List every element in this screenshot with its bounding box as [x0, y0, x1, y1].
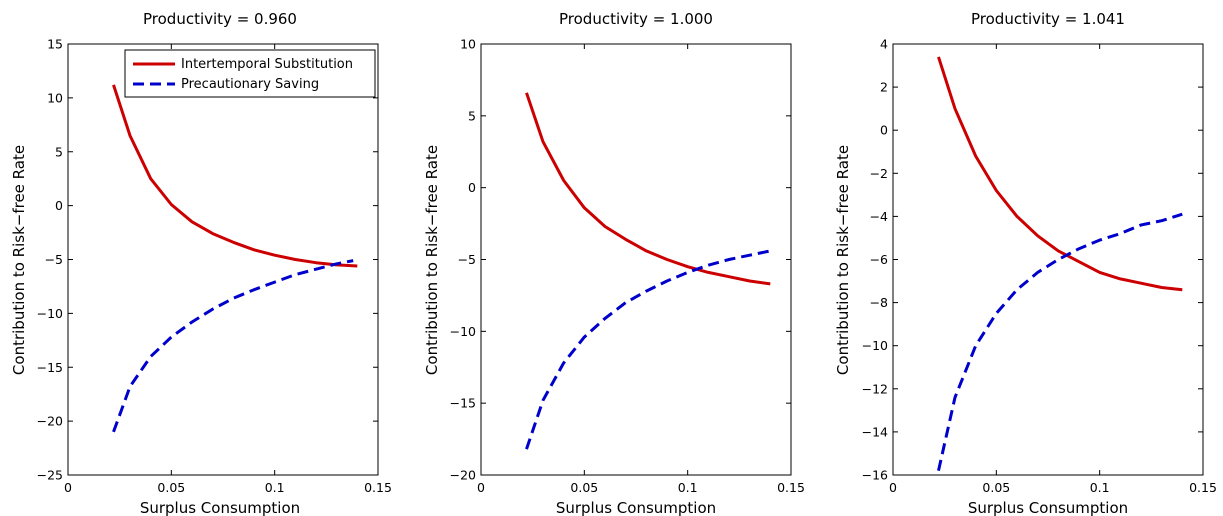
legend-label-intertemporal: Intertemporal Substitution	[181, 57, 353, 72]
y-tick-label: −10	[37, 306, 63, 321]
panel-2-series-precautionary-saving-line	[525, 249, 771, 450]
y-tick-label: 5	[468, 108, 476, 123]
panel-1-plot: 0 0.05 0.1 0.15 −25 −20 −15 −10 −5 0 5 10 15	[37, 37, 392, 496]
y-tick-label: 10	[460, 37, 476, 52]
y-tick-label: −4	[870, 209, 888, 224]
panel-3-title: Productivity = 1.041	[971, 10, 1125, 28]
panel-1-ylabel: Contribution to Risk−free Rate	[10, 145, 28, 375]
y-tick-label: 15	[47, 37, 63, 52]
y-tick-label: −20	[450, 468, 476, 483]
y-tick-label: −12	[862, 381, 888, 396]
panel-2-axes-frame	[480, 43, 792, 476]
y-tick-label: −8	[870, 295, 888, 310]
panel-3-xlabel: Surplus Consumption	[968, 499, 1128, 516]
y-tick-label: −15	[37, 360, 63, 375]
panel-1-series-precautionary-saving-line	[112, 259, 354, 433]
x-tick-label: 0.05	[157, 480, 185, 495]
panel-3-ylabel: Contribution to Risk−free Rate	[834, 145, 852, 375]
x-tick-label: 0	[64, 480, 72, 495]
x-tick-label: 0.1	[678, 480, 698, 495]
panel-3-plot: 0 0.05 0.1 0.15 −16 −14 −12 −10 −8 −6 −4 −2 0 2 4	[862, 37, 1217, 496]
y-tick-label: −5	[458, 252, 476, 267]
y-tick-label: 10	[47, 90, 63, 105]
y-tick-label: −15	[450, 396, 476, 411]
panel-1-xlabel: Surplus Consumption	[140, 499, 300, 516]
panel-1-legend: Intertemporal Substitution Precautionary…	[124, 49, 376, 98]
panel-2-title: Productivity = 1.000	[559, 10, 713, 28]
x-tick-label: 0.15	[364, 480, 392, 495]
y-tick-label: −2	[870, 166, 888, 181]
y-tick-label: −20	[37, 414, 63, 429]
x-tick-label: 0	[477, 480, 485, 495]
y-tick-label: −10	[450, 324, 476, 339]
y-tick-label: −6	[870, 252, 888, 267]
x-tick-label: 0.15	[777, 480, 805, 495]
x-tick-label: 0.05	[982, 480, 1010, 495]
y-tick-label: 4	[880, 37, 888, 52]
y-tick-label: −14	[862, 424, 888, 439]
x-tick-label: 0.15	[1189, 480, 1217, 495]
panel-2-xlabel: Surplus Consumption	[556, 499, 716, 516]
panel-1-axes-frame	[67, 43, 379, 476]
y-tick-label: 0	[55, 198, 63, 213]
panel-3-series-intertemporal-substitution-line	[937, 56, 1183, 292]
panel-2-series-intertemporal-substitution-line	[525, 92, 771, 286]
y-tick-label: 0	[880, 123, 888, 138]
y-tick-label: −16	[862, 468, 888, 483]
x-tick-label: 0.1	[1090, 480, 1110, 495]
legend-label-precautionary: Precautionary Saving	[181, 77, 319, 92]
panel-3: Productivity = 1.041 Surplus Consumption…	[834, 10, 1217, 516]
y-tick-label: 0	[468, 180, 476, 195]
panel-2: Productivity = 1.000 Surplus Consumption…	[423, 10, 805, 516]
panel-1-series-intertemporal-substitution-line	[112, 84, 358, 268]
panel-1-title: Productivity = 0.960	[143, 10, 297, 28]
panel-2-ylabel: Contribution to Risk−free Rate	[423, 145, 441, 375]
panel-2-plot: 0 0.05 0.1 0.15 −20 −15 −10 −5 0 5 10	[450, 37, 805, 496]
x-tick-label: 0.1	[265, 480, 285, 495]
y-tick-label: −25	[37, 468, 63, 483]
panel-3-axes-frame	[892, 43, 1204, 476]
y-tick-label: −5	[45, 252, 63, 267]
x-tick-label: 0	[889, 480, 897, 495]
legend-box	[124, 49, 376, 98]
y-tick-label: 2	[880, 80, 888, 95]
y-tick-label: 5	[55, 144, 63, 159]
y-tick-label: −10	[862, 338, 888, 353]
x-tick-label: 0.05	[570, 480, 598, 495]
panel-1: Productivity = 0.960 Surplus Consumption…	[10, 10, 392, 516]
panel-3-series-precautionary-saving-line	[937, 212, 1183, 472]
